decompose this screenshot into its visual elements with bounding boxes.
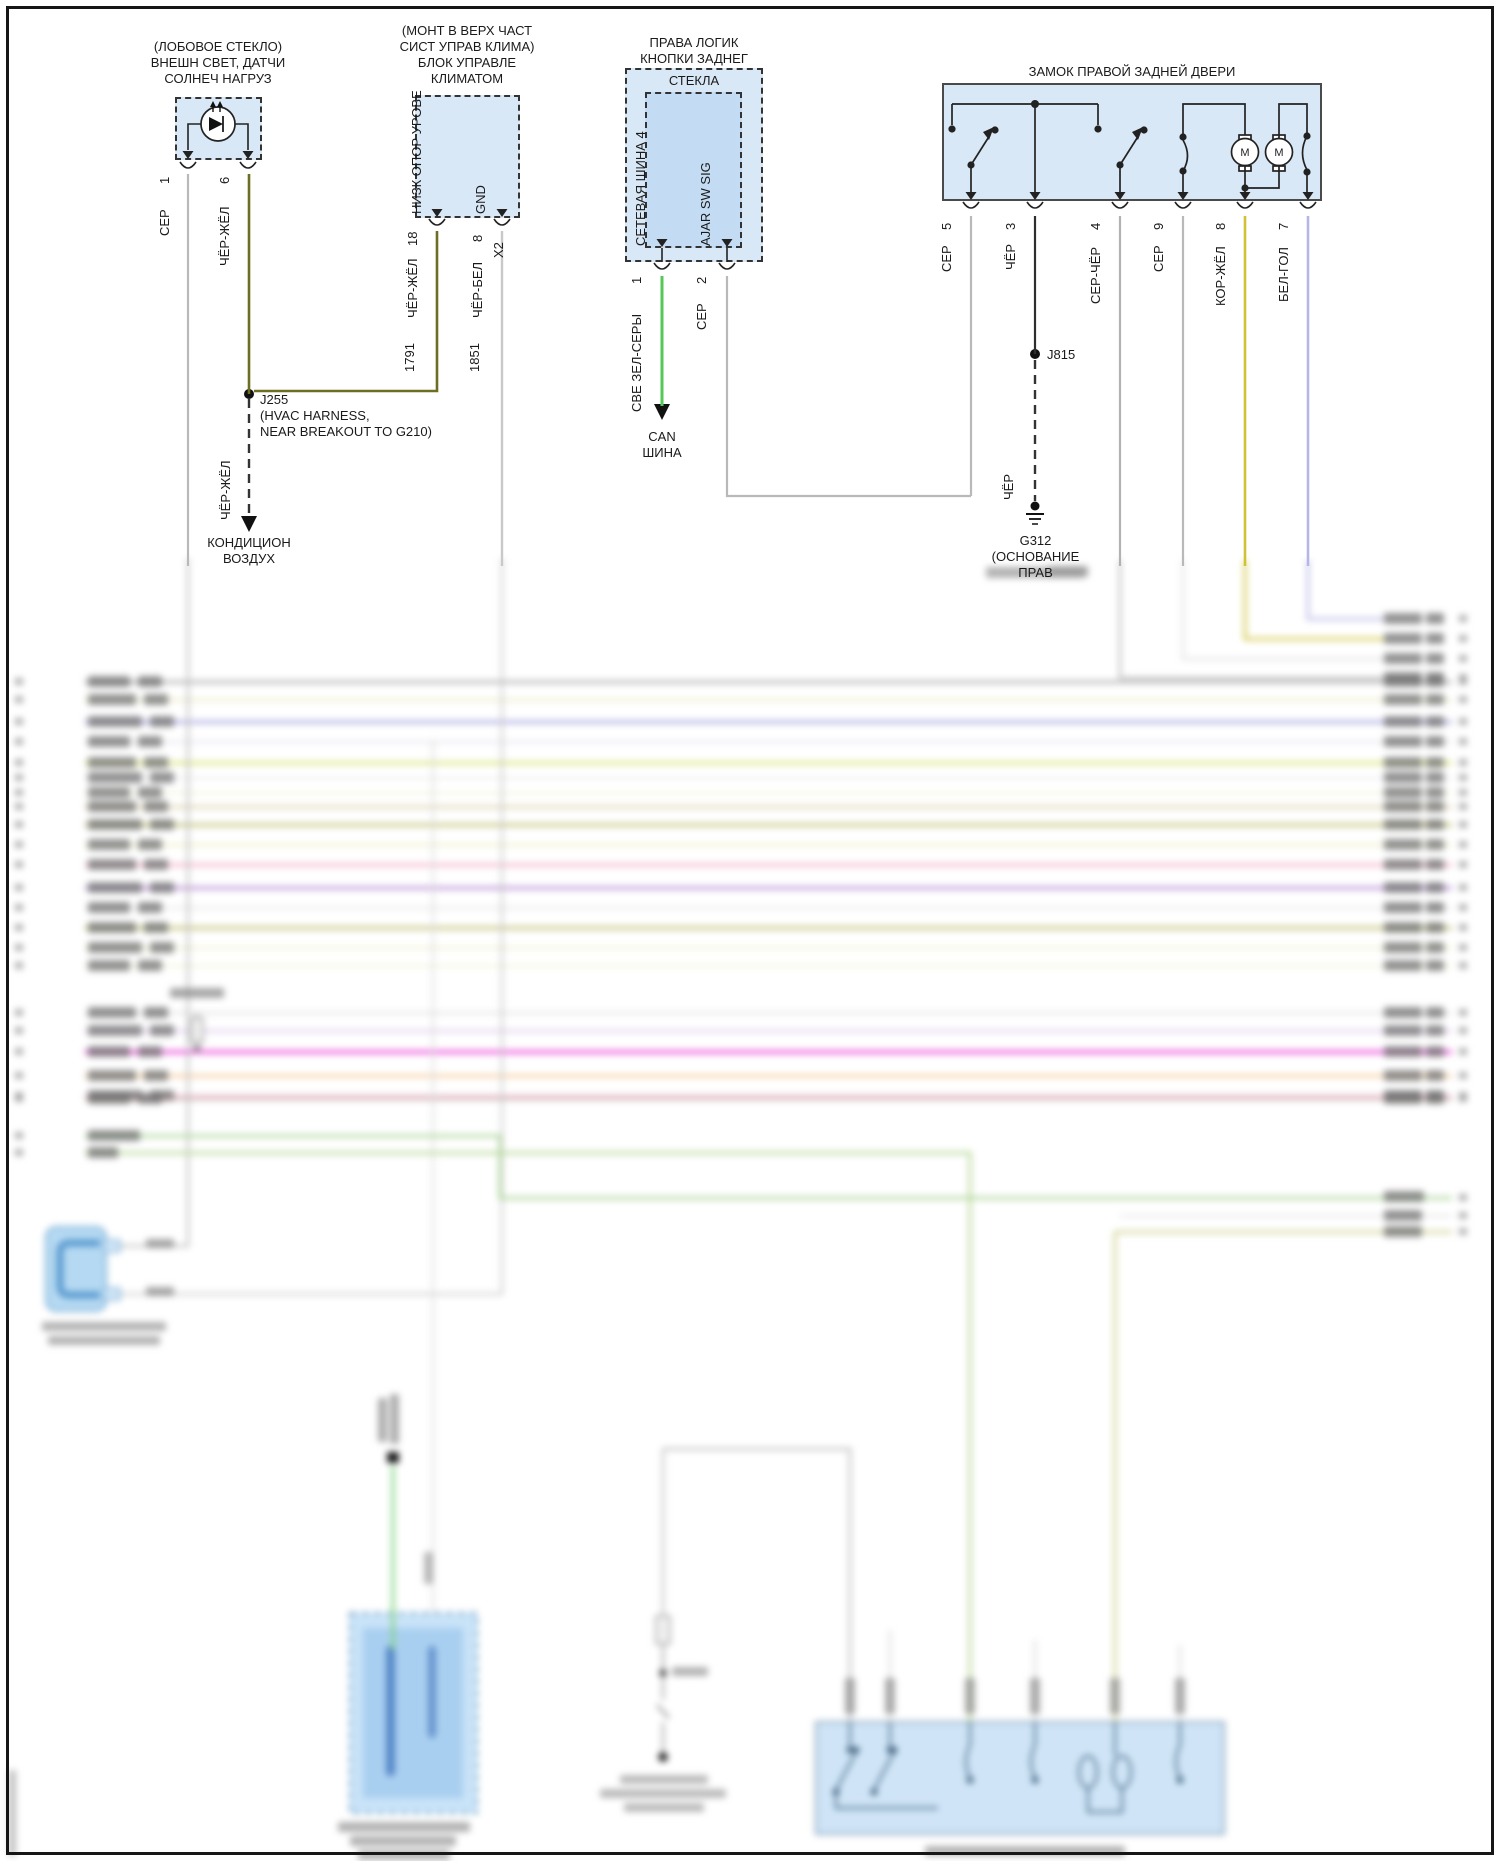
pin-number: 8 (470, 234, 485, 242)
wire-color-label: СЕР (1151, 245, 1166, 272)
door-lock-title: ЗАМОК ПРАВОЙ ЗАДНЕЙ ДВЕРИ (1028, 64, 1236, 79)
dest-line: КОНДИЦИОН (207, 535, 291, 550)
dest-line: ШИНА (642, 445, 682, 460)
circuit-number: 1791 (402, 343, 417, 372)
schematic-art: M M (179, 100, 1317, 566)
wire-color-label: ЧЁР-БЕЛ (470, 261, 485, 318)
title-line: ВНЕШН СВЕТ, ДАТЧИ (150, 55, 286, 70)
dest-line: ВОЗДУХ (222, 551, 276, 566)
photodiode-icon (187, 101, 249, 150)
wire-color-label: ЧЁР (1003, 243, 1018, 270)
wire-color-label: ЧЁР-ЖЁЛ (405, 258, 420, 318)
terminal-label: AJAR SW SIG (698, 162, 713, 246)
ground-note: (ОСНОВАНИЕ ПРАВ (991, 549, 1080, 580)
can-bus-label: CAN ШИНА (622, 429, 702, 461)
ground-id: G312 (1019, 533, 1052, 548)
title-line: (ЛОБОВОЕ СТЕКЛО) (153, 39, 283, 54)
motor-icon: M (1240, 147, 1249, 159)
g312-label: G312 (ОСНОВАНИЕ ПРАВ (975, 533, 1096, 581)
wire-color-label: СЕР (939, 245, 954, 272)
wire-color-label: БЕЛ-ГОЛ (1276, 247, 1291, 302)
wire-color-label: СВЕ ЗЕЛ-СЕРЫ (629, 314, 644, 412)
to-ac-arrow-icon (241, 516, 257, 532)
wire-color-label: ЧЁР-ЖЁЛ (217, 206, 232, 266)
title-line: БЛОК УПРАВЛЕ (417, 55, 517, 70)
pin-number: 1 (157, 176, 172, 184)
title-line: КЛИМАТОМ (430, 71, 504, 86)
climate-module-title: (МОНТ В ВЕРХ ЧАСТ СИСТ УПРАВ КЛИМА) БЛОК… (367, 23, 567, 87)
title-line: СОЛНЕЧ НАГРУЗ (164, 71, 272, 86)
pin-number: 1 (629, 276, 644, 284)
sun-sensor-title: (ЛОБОВОЕ СТЕКЛО) ВНЕШН СВЕТ, ДАТЧИ СОЛНЕ… (118, 39, 318, 87)
motor-icon: M (1274, 147, 1283, 159)
dest-line: CAN (648, 429, 676, 444)
wire-color-label: СЕР (157, 209, 172, 236)
wire-color-label: ЧЁР-ЖЁЛ (218, 460, 233, 520)
junction-id: J255 (260, 392, 289, 407)
wire-color-label: ЧЁР (1001, 473, 1016, 500)
door-lock-internals: M M (948, 100, 1311, 196)
window-box-label: СТЕКЛА (668, 73, 720, 88)
pin-number: 3 (1003, 222, 1018, 230)
j255-note: J255 (HVAC HARNESS, NEAR BREAKOUT TO G21… (260, 392, 432, 440)
terminal-label: GND (473, 185, 488, 214)
pin-number: 8 (1213, 222, 1228, 230)
pin-number: 18 (405, 231, 420, 246)
note-line: NEAR BREAKOUT TO G210) (260, 424, 432, 439)
ac-destination-label: КОНДИЦИОН ВОЗДУХ (179, 535, 319, 567)
pin-number: 6 (217, 176, 232, 184)
climate-module-box (415, 95, 520, 218)
title-line: ПРАВА ЛОГИК (649, 35, 739, 50)
pin-number: 2 (694, 276, 709, 284)
pin-number: 7 (1276, 222, 1291, 230)
j815-label: J815 (1047, 347, 1076, 362)
door-lock-box (942, 83, 1322, 201)
pin-number: 9 (1151, 222, 1166, 230)
to-can-arrow-icon (654, 404, 670, 420)
title-line: КНОПКИ ЗАДНЕГ (640, 51, 748, 66)
terminal-label: НИЗК ОПОР УРОВЕ (409, 90, 424, 214)
window-switch-logic-title: ПРАВА ЛОГИК КНОПКИ ЗАДНЕГ (594, 35, 794, 67)
wire-color-label: СЕР-ЧЁР (1088, 246, 1103, 304)
title-line: СИСТ УПРАВ КЛИМА) (399, 39, 535, 54)
terminal-label: СЕТЕВАЯ ШИНА 4 (633, 131, 648, 246)
title-line: (МОНТ В ВЕРХ ЧАСТ (401, 23, 533, 38)
ground-icon (1026, 501, 1044, 525)
circuit-number: 1851 (467, 343, 482, 372)
pin-number: 5 (939, 222, 954, 230)
wire-color-label: СЕР (694, 303, 709, 330)
window-switch-logic-inner-box (645, 92, 742, 248)
note-line: (HVAC HARNESS, (260, 408, 370, 423)
pin-number: 4 (1088, 222, 1103, 230)
connector-id: X2 (491, 242, 506, 258)
wire-color-label: КОР-ЖЁЛ (1213, 246, 1228, 306)
